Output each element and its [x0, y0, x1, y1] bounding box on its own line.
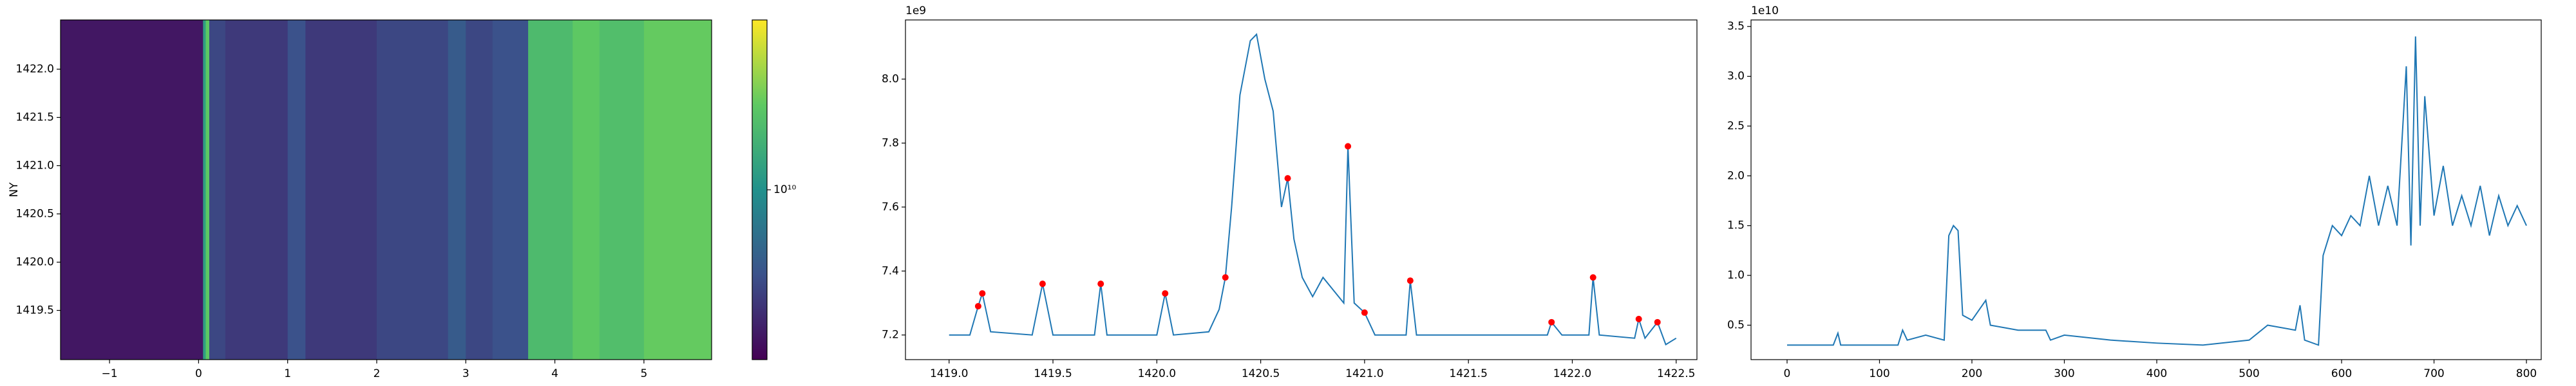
x-tick-label: 600 — [2331, 367, 2352, 380]
peak-marker — [1162, 290, 1169, 297]
heatmap-cell — [287, 20, 306, 360]
y-axis-label: NY — [8, 182, 21, 198]
x-tick-label: 4 — [551, 367, 558, 380]
peak-marker — [974, 302, 981, 309]
x-tick-label: 700 — [2423, 367, 2444, 380]
heatmap-cell — [528, 20, 573, 360]
offset-text: 1e10 — [1751, 5, 1779, 17]
y-tick-label: 7.8 — [882, 136, 899, 149]
colorbar — [752, 20, 767, 360]
peak-marker — [1406, 277, 1414, 284]
heatmap-cell — [599, 20, 645, 360]
heatmap-cell — [203, 20, 206, 360]
colorbar-tick-label: 10¹⁰ — [773, 183, 796, 196]
y-tick-label: 1422.0 — [16, 63, 54, 76]
data-line — [949, 33, 1677, 346]
heatmap-cell — [376, 20, 449, 360]
x-tick-label: 1419.5 — [1034, 367, 1072, 380]
x-tick-label: 0 — [195, 367, 202, 380]
y-tick-label: 7.6 — [882, 201, 899, 214]
heatmap-cell — [209, 20, 226, 360]
data-line — [1786, 36, 2527, 346]
heatmap-cell — [448, 20, 466, 360]
x-tick-label: 1420.0 — [1138, 367, 1176, 380]
x-tick-label: 0 — [1784, 367, 1791, 380]
y-tick-label: 1421.5 — [16, 111, 54, 124]
x-tick-label: 800 — [2516, 367, 2537, 380]
offset-text: 1e9 — [905, 5, 926, 17]
x-tick-label: 1 — [284, 367, 291, 380]
axes-frame — [905, 19, 1698, 360]
y-tick-label: 2.0 — [1727, 169, 1745, 182]
heatmap-cell — [643, 20, 712, 360]
axes-frame — [60, 19, 712, 360]
peak-marker — [1635, 315, 1642, 322]
y-tick-label: 7.4 — [882, 264, 899, 277]
x-tick-label: 400 — [2146, 367, 2167, 380]
heatmap-cell — [305, 20, 377, 360]
peak-marker — [1097, 280, 1104, 288]
heatmap-cell — [225, 20, 289, 360]
heatmap-cell — [492, 20, 529, 360]
y-tick-label: 2.5 — [1727, 120, 1745, 133]
peak-marker — [1548, 318, 1555, 326]
y-tick-label: 1419.5 — [16, 304, 54, 317]
x-tick-label: 5 — [640, 367, 647, 380]
x-tick-label: 1422.5 — [1657, 367, 1695, 380]
x-tick-label: 1422.0 — [1553, 367, 1591, 380]
y-tick-label: 3.0 — [1727, 70, 1745, 83]
heatmap-cell — [573, 20, 600, 360]
x-tick-label: 500 — [2239, 367, 2259, 380]
y-tick-label: 0.5 — [1727, 318, 1745, 331]
peak-marker — [1361, 309, 1368, 316]
x-tick-label: 1421.0 — [1345, 367, 1383, 380]
heatmap-cell — [205, 20, 210, 360]
peak-marker — [1345, 143, 1352, 150]
y-tick-label: 3.5 — [1727, 20, 1745, 33]
x-tick-label: 300 — [2054, 367, 2074, 380]
heatmap-cell — [466, 20, 493, 360]
y-tick-label: 8.0 — [882, 73, 899, 86]
x-tick-label: −1 — [102, 367, 118, 380]
x-tick-label: 1421.5 — [1449, 367, 1487, 380]
peak-marker — [1654, 318, 1661, 326]
peak-marker — [1222, 274, 1229, 281]
x-tick-label: 1419.0 — [930, 367, 968, 380]
y-tick-label: 1.0 — [1727, 269, 1745, 282]
axes-frame — [1750, 19, 2542, 360]
x-tick-label: 2 — [374, 367, 381, 380]
y-tick-label: 1.5 — [1727, 219, 1745, 232]
peak-marker — [1284, 175, 1291, 182]
x-tick-label: 100 — [1869, 367, 1889, 380]
y-tick-label: 1421.0 — [16, 160, 54, 172]
x-tick-label: 3 — [462, 367, 469, 380]
x-tick-label: 200 — [1962, 367, 1982, 380]
peak-marker — [1589, 274, 1596, 281]
y-tick-label: 1420.0 — [16, 256, 54, 269]
heatmap-cell — [61, 20, 204, 360]
y-tick-label: 7.2 — [882, 329, 899, 342]
x-tick-label: 1420.5 — [1242, 367, 1280, 380]
peak-marker — [979, 290, 986, 297]
peak-marker — [1039, 280, 1046, 288]
y-tick-label: 1420.5 — [16, 208, 54, 221]
